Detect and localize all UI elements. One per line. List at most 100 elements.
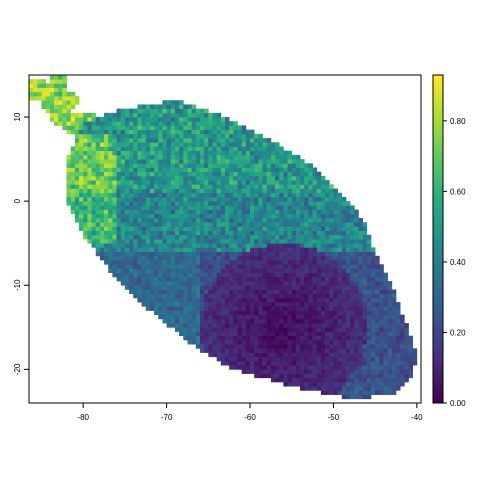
raster-cell: [124, 247, 130, 252]
raster-cell: [154, 209, 159, 215]
raster-cell: [208, 306, 213, 311]
raster-cell: [345, 394, 351, 400]
raster-cell: [191, 138, 197, 143]
raster-cell: [345, 377, 351, 383]
raster-cell: [225, 264, 230, 269]
raster-cell: [358, 281, 363, 286]
raster-cell: [141, 188, 147, 194]
raster-cell: [345, 251, 351, 257]
raster-cell: [279, 205, 284, 210]
raster-cell: [266, 205, 272, 210]
raster-cell: [245, 306, 251, 311]
raster-cell: [120, 230, 126, 236]
raster-cell: [287, 163, 293, 168]
raster-cell: [191, 196, 197, 202]
raster-cell: [95, 121, 101, 126]
raster-cell: [191, 104, 197, 109]
raster-cell: [366, 268, 372, 273]
raster-cell: [233, 146, 238, 152]
raster-cell: [137, 125, 142, 131]
raster-cell: [133, 217, 138, 223]
raster-cell: [337, 226, 343, 231]
raster-cell: [329, 188, 334, 194]
raster-cell: [316, 239, 322, 244]
raster-cell: [279, 234, 284, 240]
raster-cell: [174, 104, 180, 109]
raster-cell: [162, 129, 167, 135]
raster-cell: [195, 117, 201, 122]
raster-cell: [170, 234, 176, 240]
raster-cell: [74, 129, 80, 135]
raster-cell: [183, 318, 188, 324]
raster-cell: [241, 318, 247, 324]
raster-cell: [379, 344, 384, 349]
raster-cell: [229, 306, 234, 311]
raster-cell: [74, 96, 80, 101]
raster-cell: [204, 108, 209, 114]
raster-cell: [320, 314, 326, 320]
raster-cell: [245, 184, 251, 189]
raster-cell: [316, 251, 322, 257]
raster-cell: [158, 297, 163, 303]
raster-cell: [345, 255, 351, 261]
raster-cell: [375, 264, 380, 269]
raster-cell: [275, 205, 280, 210]
raster-cell: [179, 255, 184, 261]
raster-cell: [350, 369, 355, 374]
raster-cell: [83, 133, 88, 139]
raster-cell: [191, 159, 197, 164]
raster-cell: [233, 348, 238, 353]
raster-cell: [383, 306, 388, 311]
raster-cell: [287, 230, 293, 236]
raster-cell: [245, 255, 251, 261]
raster-cell: [304, 268, 309, 273]
raster-cell: [362, 251, 368, 257]
raster-cell: [233, 302, 238, 307]
raster-cell: [329, 222, 334, 227]
raster-cell: [291, 373, 297, 379]
colorbar-segment: [433, 179, 443, 184]
raster-cell: [262, 360, 268, 366]
raster-cell: [233, 205, 238, 210]
raster-cell: [116, 255, 122, 261]
raster-cell: [54, 108, 59, 114]
raster-cell: [345, 217, 351, 223]
raster-cell: [266, 260, 272, 265]
raster-cell: [254, 323, 259, 328]
raster-cell: [104, 243, 109, 248]
raster-cell: [124, 175, 130, 181]
raster-cell: [199, 306, 205, 311]
raster-cell: [212, 117, 218, 122]
raster-cell: [191, 213, 197, 219]
raster-cell: [225, 142, 230, 147]
raster-cell: [312, 276, 318, 282]
raster-cell: [279, 247, 284, 252]
raster-cell: [174, 226, 180, 231]
raster-cell: [325, 205, 330, 210]
raster-cell: [54, 104, 59, 109]
raster-cell: [395, 356, 401, 362]
raster-cell: [170, 217, 176, 223]
raster-cell: [170, 201, 176, 206]
raster-cell: [350, 234, 355, 240]
raster-cell: [275, 339, 280, 345]
raster-cell: [245, 150, 251, 156]
raster-cell: [254, 297, 259, 303]
raster-cell: [258, 234, 263, 240]
raster-cell: [237, 289, 243, 295]
raster-cell: [208, 255, 213, 261]
raster-cell: [329, 192, 334, 198]
raster-cell: [41, 100, 47, 105]
raster-cell: [158, 289, 163, 295]
raster-cell: [229, 247, 234, 252]
raster-cell: [108, 159, 113, 164]
raster-cell: [208, 285, 213, 290]
raster-cell: [341, 285, 347, 290]
raster-cell: [129, 276, 134, 282]
raster-cell: [104, 150, 109, 156]
raster-cell: [304, 377, 309, 383]
raster-cell: [341, 323, 347, 328]
raster-cell: [300, 281, 305, 286]
raster-cell: [391, 339, 397, 345]
raster-cell: [220, 133, 226, 139]
